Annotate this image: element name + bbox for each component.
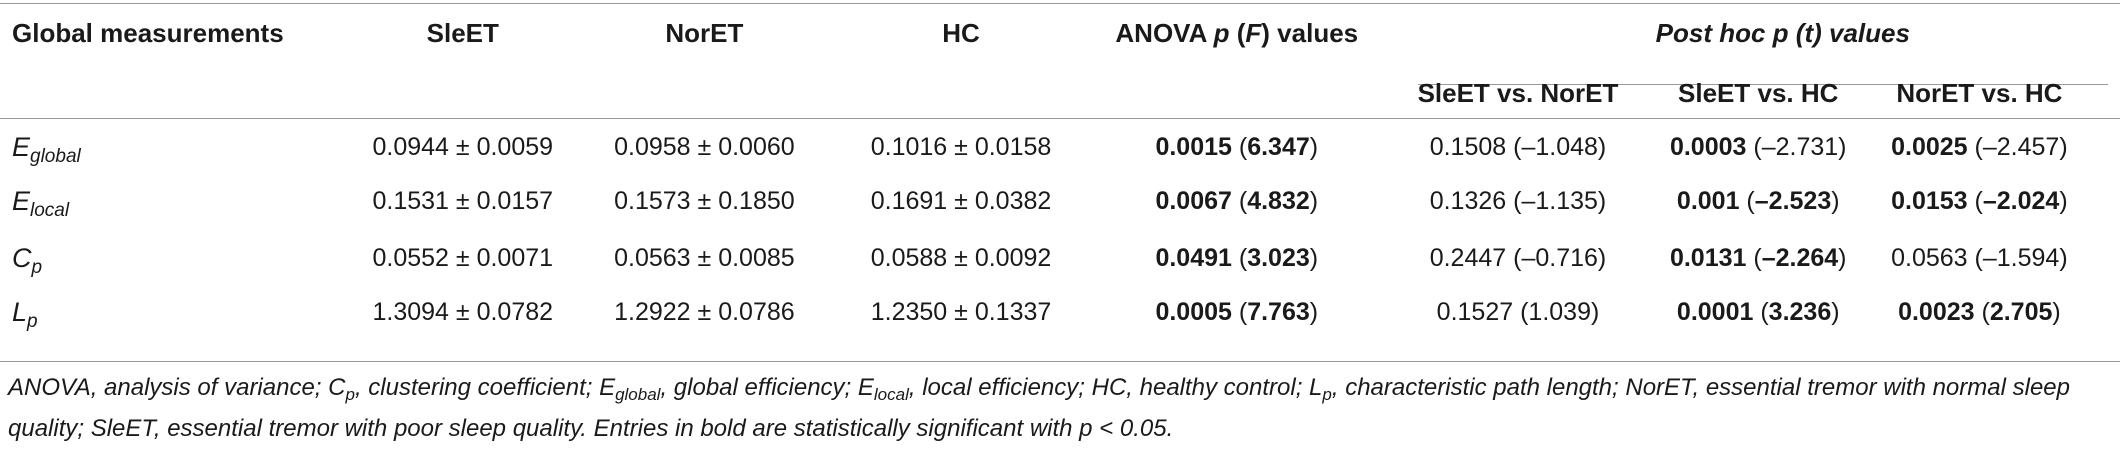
table-footnote: ANOVA, analysis of variance; Cp, cluster… (8, 374, 2070, 442)
cell-sleet: 0.0944 ± 0.0059 (372, 133, 554, 161)
cell-ph-noret-hc: 0.0153 (–2.024) (1891, 187, 2068, 215)
header-anova: ANOVA p (F) values (1115, 18, 1359, 48)
cell-noret: 0.1573 ± 0.1850 (614, 187, 795, 215)
cell-sleet: 0.1531 ± 0.0157 (372, 187, 554, 215)
row-label-elocal: Elocal (12, 186, 70, 221)
cell-ph-noret-hc: 0.0025 (–2.457) (1891, 133, 2068, 161)
cell-ph-noret-hc: 0.0563 (–1.594) (1891, 244, 2068, 272)
cell-anova: 0.0491 (3.023) (1155, 244, 1319, 272)
cell-ph-sleet-noret: 0.2447 (–0.716) (1429, 244, 1607, 272)
header-global-measurements: Global measurements (12, 18, 284, 48)
cell-ph-noret-hc: 0.0023 (2.705) (1898, 298, 2061, 326)
cell-ph-sleet-hc: 0.0001 (3.236) (1676, 298, 1840, 326)
cell-hc: 0.1691 ± 0.0382 (870, 187, 1052, 215)
cell-noret: 1.2922 ± 0.0786 (614, 298, 795, 326)
header-posthoc: Post hoc p (t) values (1655, 18, 1910, 48)
table-top-rule (0, 3, 2120, 4)
header-sleet-vs-hc: SleET vs. HC (1678, 78, 1839, 108)
cell-ph-sleet-noret: 0.1326 (–1.135) (1429, 187, 1607, 215)
cell-anova: 0.0067 (4.832) (1155, 187, 1319, 215)
cell-ph-sleet-hc: 0.0003 (–2.731) (1669, 133, 1847, 161)
row-label-lp: Lp (12, 297, 38, 332)
cell-anova: 0.0005 (7.763) (1155, 298, 1319, 326)
cell-sleet: 1.3094 ± 0.0782 (372, 298, 554, 326)
header-sleet: SleET (426, 18, 499, 48)
cell-noret: 0.0563 ± 0.0085 (614, 244, 795, 272)
posthoc-underline (1418, 84, 2108, 85)
cell-hc: 1.2350 ± 0.1337 (870, 298, 1052, 326)
cell-ph-sleet-noret: 0.1527 (1.039) (1436, 298, 1600, 326)
row-label-cp: Cp (12, 243, 43, 278)
header-hc: HC (942, 18, 980, 48)
table-header-rule (0, 118, 2120, 119)
header-noret-vs-hc: NorET vs. HC (1896, 78, 2063, 108)
cell-ph-sleet-hc: 0.001 (–2.523) (1676, 187, 1840, 215)
row-label-eglobal: Eglobal (12, 132, 81, 167)
cell-hc: 0.0588 ± 0.0092 (870, 244, 1052, 272)
cell-noret: 0.0958 ± 0.0060 (614, 133, 795, 161)
cell-ph-sleet-hc: 0.0131 (–2.264) (1669, 244, 1847, 272)
table-bottom-rule (0, 361, 2120, 362)
cell-hc: 0.1016 ± 0.0158 (870, 133, 1052, 161)
cell-ph-sleet-noret: 0.1508 (–1.048) (1429, 133, 1607, 161)
cell-anova: 0.0015 (6.347) (1155, 133, 1319, 161)
header-noret: NorET (665, 18, 744, 48)
cell-sleet: 0.0552 ± 0.0071 (372, 244, 554, 272)
header-sleet-vs-noret: SleET vs. NorET (1417, 78, 1619, 108)
